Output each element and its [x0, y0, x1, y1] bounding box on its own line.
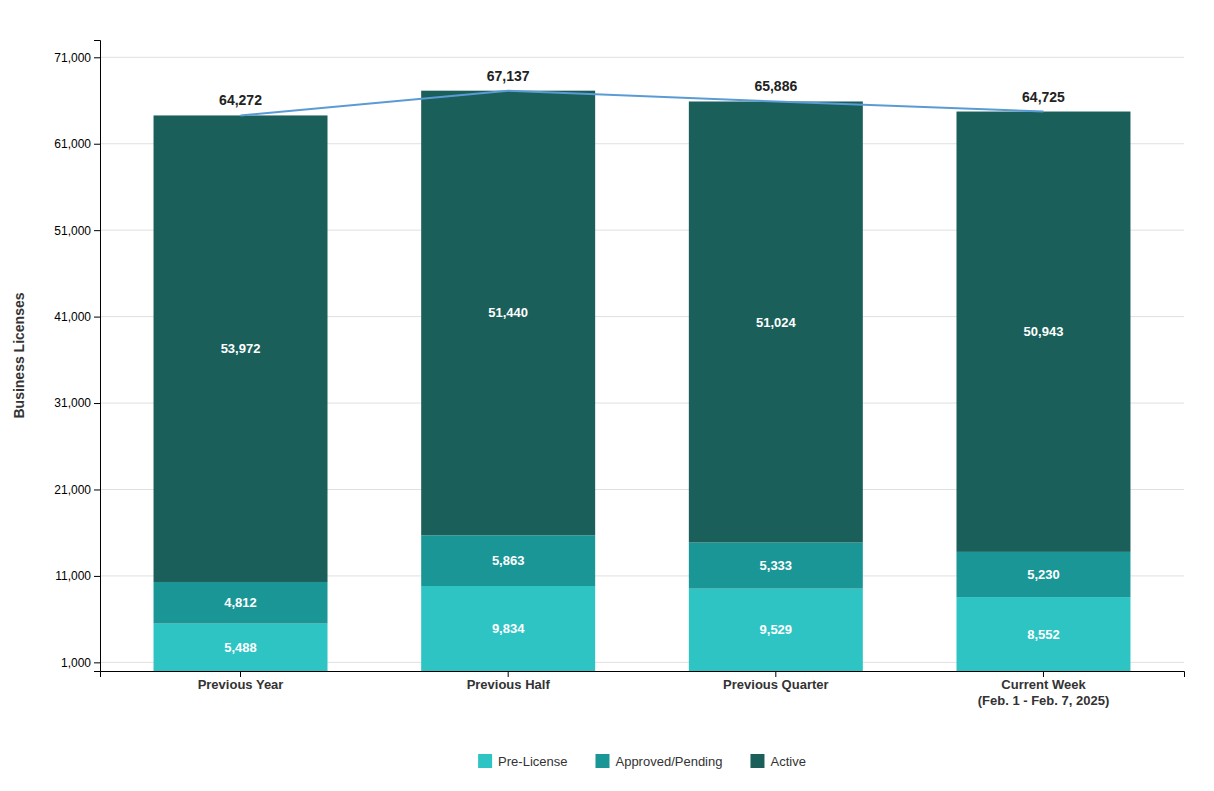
x-tick: Previous Quarter: [723, 671, 829, 692]
data-label: 5,333: [760, 558, 793, 573]
y-tick-label: 61,000: [54, 137, 91, 151]
data-label: 50,943: [1024, 324, 1064, 339]
data-label: 9,834: [492, 621, 525, 636]
x-tick: Previous Year: [198, 671, 284, 692]
x-tick-mark: [508, 671, 509, 677]
total-label: 65,886: [754, 78, 797, 94]
y-axis: 1,000 11,000 21,000 31,000 41,000 51,000 61,00…: [54, 41, 100, 672]
y-tick-mark: [94, 57, 100, 58]
y-tick-label: 71,000: [54, 51, 91, 65]
x-tick-label-line: Current Week: [1001, 677, 1086, 692]
data-label: 53,972: [221, 341, 261, 356]
legend-item: Approved/Pending: [595, 754, 722, 769]
x-tick-label: Previous Half: [467, 677, 551, 692]
y-tick: 51,000: [54, 224, 100, 238]
legend-label: Pre-License: [498, 754, 567, 769]
total-line: [241, 91, 1044, 116]
y-tick-mark: [94, 144, 100, 145]
bar: [154, 115, 328, 582]
y-tick-mark: [94, 317, 100, 318]
legend-swatch: [478, 754, 492, 768]
x-tick-label: Previous Quarter: [723, 677, 829, 692]
x-tick-mark: [775, 671, 776, 677]
y-tick: 71,000: [54, 51, 100, 65]
data-label: 5,488: [224, 640, 257, 655]
legend-swatch: [595, 754, 609, 768]
x-axis: Previous Year Previous Half Previous Quart…: [101, 671, 1185, 708]
x-tick: Current Week(Feb. 1 - Feb. 7, 2025): [978, 671, 1109, 708]
data-label: 51,024: [756, 315, 797, 330]
y-axis-line: [94, 41, 101, 672]
bar: [689, 589, 863, 671]
bar: [689, 543, 863, 589]
x-tick-label-line: (Feb. 1 - Feb. 7, 2025): [978, 693, 1109, 708]
data-label: 4,812: [224, 595, 257, 610]
legend-item: Pre-License: [478, 754, 567, 769]
y-tick-mark: [94, 403, 100, 404]
legend-swatch: [750, 754, 764, 768]
y-tick: 11,000: [55, 569, 100, 583]
bar-series: [154, 91, 1131, 582]
y-tick-mark: [94, 230, 100, 231]
x-tick: Previous Half: [467, 671, 551, 692]
y-tick-label: 41,000: [54, 310, 91, 324]
x-axis-line: [101, 672, 1185, 678]
x-tick-label-line: Previous Year: [198, 677, 284, 692]
x-tick-mark: [1043, 671, 1044, 677]
y-tick-label: 21,000: [54, 483, 91, 497]
chart-svg: 1,000 11,000 21,000 31,000 41,000 51,000 61,00…: [0, 0, 1214, 791]
y-tick: 21,000: [54, 483, 100, 497]
legend: Pre-License Approved/Pending Active: [478, 754, 806, 769]
data-label: 9,529: [760, 622, 793, 637]
bar: [421, 91, 595, 536]
y-tick: 61,000: [54, 137, 100, 151]
data-label: 5,230: [1027, 567, 1060, 582]
y-tick: 1,000: [61, 656, 100, 670]
x-tick-label-line: Previous Quarter: [723, 677, 829, 692]
y-tick-mark: [94, 576, 100, 577]
bar: [689, 101, 863, 542]
labels: 5,488 9,834 9,529 8,552 4,812 5,863 5,333 5,230…: [219, 68, 1065, 655]
chart-area: 1,000 11,000 21,000 31,000 41,000 51,000 61,00…: [11, 41, 1185, 708]
bar: [421, 586, 595, 671]
data-label: 51,440: [488, 305, 528, 320]
grid-line: [100, 57, 1184, 58]
plot: [154, 91, 1131, 671]
y-tick-label: 31,000: [54, 396, 91, 410]
y-axis-title: Business Licenses: [11, 292, 27, 418]
bar: [154, 624, 328, 671]
total-label: 67,137: [487, 68, 530, 84]
y-tick: 31,000: [54, 396, 100, 410]
bar: [956, 597, 1130, 671]
x-tick-label: Previous Year: [198, 677, 284, 692]
bar: [956, 112, 1130, 552]
legend-item: Active: [750, 754, 805, 769]
data-label: 5,863: [492, 553, 525, 568]
y-tick-label: 1,000: [61, 656, 91, 670]
y-tick-mark: [94, 489, 100, 490]
legend-label: Active: [770, 754, 805, 769]
data-label: 8,552: [1027, 627, 1060, 642]
y-tick: 41,000: [54, 310, 100, 324]
grid: [100, 57, 1184, 662]
y-tick-label: 51,000: [54, 224, 91, 238]
bar: [956, 552, 1130, 597]
y-tick-label: 11,000: [55, 569, 91, 583]
x-tick-mark: [240, 671, 241, 677]
legend-label: Approved/Pending: [615, 754, 722, 769]
bar: [154, 582, 328, 624]
total-label: 64,272: [219, 92, 262, 108]
bar: [421, 535, 595, 586]
x-tick-label: Current Week(Feb. 1 - Feb. 7, 2025): [978, 677, 1109, 708]
y-tick-mark: [94, 662, 100, 663]
total-label: 64,725: [1022, 89, 1065, 105]
x-tick-label-line: Previous Half: [467, 677, 551, 692]
